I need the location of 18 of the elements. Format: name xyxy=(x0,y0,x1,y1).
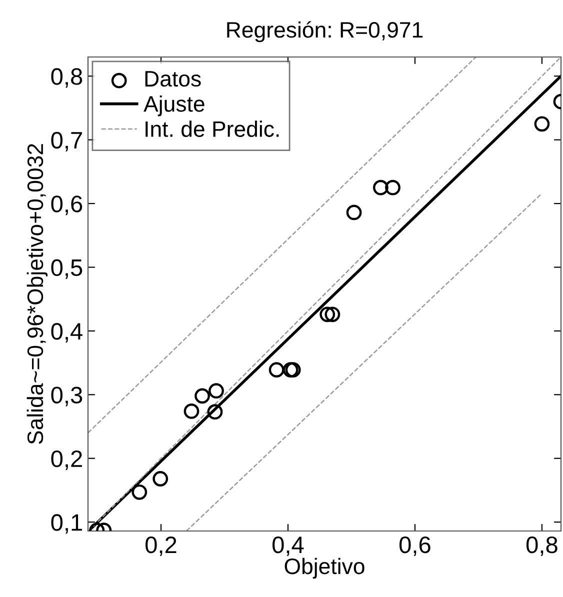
x-tick-label: 0,6 xyxy=(399,536,430,556)
y-tick-label: 0,2 xyxy=(51,450,82,470)
x-tick-label: 0,2 xyxy=(146,536,176,556)
chart-title: Regresión: R=0,971 xyxy=(227,21,423,42)
y-tick-label: 0,1 xyxy=(51,514,82,534)
y-tick-label: 0,4 xyxy=(51,323,82,343)
y-tick-label: 0,6 xyxy=(51,196,82,216)
x-tick-label: 0,4 xyxy=(272,536,304,556)
legend-label: Datos xyxy=(145,71,201,87)
x-axis-title: Objetivo xyxy=(284,558,364,579)
y-tick-label: 0,7 xyxy=(51,132,82,152)
legend-label: Int. de Predic. xyxy=(146,120,279,137)
x-tick-label: 0,8 xyxy=(526,536,558,556)
legend-label: Ajuste xyxy=(144,95,204,116)
y-tick-label: 0,5 xyxy=(51,259,82,279)
y-axis-title: Salida~=0,96*Objetivo+0,0032 xyxy=(26,144,48,444)
y-tick-label: 0,3 xyxy=(51,386,82,406)
y-tick-label: 0,8 xyxy=(51,68,82,88)
